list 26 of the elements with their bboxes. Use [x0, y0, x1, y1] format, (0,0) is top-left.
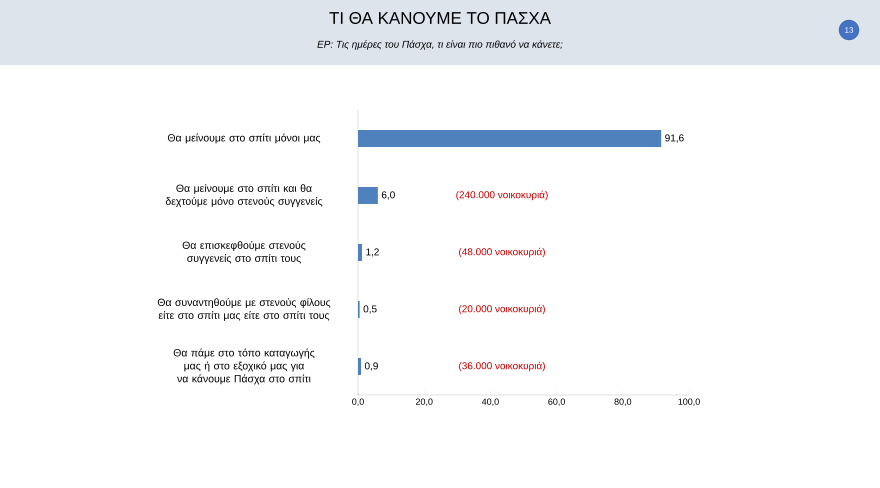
bar [358, 244, 362, 261]
data-label: 1,2 [366, 248, 379, 257]
annotation: (36.000 νοικοκυριά) [459, 362, 545, 372]
annotation: (20.000 νοικοκυριά) [459, 304, 545, 314]
annotation: (48.000 νοικοκυριά) [459, 248, 545, 258]
x-tick-label: 100,0 [678, 398, 700, 406]
x-tick-label: 20,0 [416, 398, 433, 406]
x-tick-label: 40,0 [482, 398, 499, 406]
bar [358, 186, 378, 204]
chart-title: ΤΙ ΘΑ ΚΑΝΟΥΜΕ ΤΟ ΠΑΣΧΑ [329, 12, 551, 24]
annotation: (240.000 νοικοκυριά) [456, 190, 548, 200]
y-tick-label: Θα μείνουμε στο σπίτι και θα δεχτούμε μόνο στενούς συγγενείς [166, 184, 322, 207]
data-label: 91,6 [665, 134, 684, 143]
y-tick-label: Θα επισκεφθούμε στενούς συγγενείς στο σπίτι τους [182, 240, 306, 264]
x-tick-label: 60,0 [548, 398, 565, 406]
y-tick-label: Θα μείνουμε στο σπίτι μόνοι μας [168, 134, 320, 144]
bar [358, 358, 361, 375]
x-tick-label: 80,0 [614, 398, 632, 406]
data-label: 0,5 [364, 305, 377, 314]
data-label: 0,9 [364, 362, 378, 371]
data-label: 6,0 [382, 191, 395, 200]
bar [358, 130, 662, 147]
x-tick-label: 0,0 [352, 398, 364, 406]
y-tick-label: Θα πάμε στο τόπο καταγωγής μας ή στο εξοχικό μας για να κάνουμε Πάσχα στο σπίτι [174, 348, 314, 384]
y-tick-label: Θα συναντηθούμε με στενούς φίλους είτε στο σπίτι μας είτε στο σπίτι τους [158, 298, 330, 321]
chart-subtitle: ΕΡ: Τις ημέρες του Πάσχα, τι είναι πιο πιθανό να κάνετε; [317, 40, 563, 50]
